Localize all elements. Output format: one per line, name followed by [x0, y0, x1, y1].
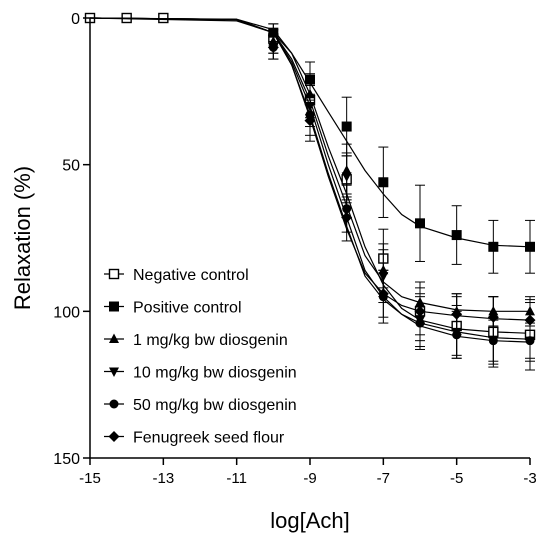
x-tick-label: -5 — [450, 470, 463, 487]
x-axis-label: log[Ach] — [270, 508, 350, 533]
series-curve — [89, 17, 531, 321]
data-point-square-open — [108, 268, 120, 280]
series-5 — [89, 17, 536, 339]
legend-label: Negative control — [133, 267, 249, 284]
y-axis-label: Relaxation (%) — [10, 166, 35, 310]
data-point-square — [525, 241, 535, 252]
x-tick-label: -3 — [523, 470, 536, 487]
legend-item: 10 mg/kg bw diosgenin — [104, 365, 297, 382]
data-point-square — [488, 241, 499, 252]
legend-label: Fenugreek seed flour — [133, 430, 285, 447]
data-point-square — [415, 218, 425, 229]
data-point-diamond — [108, 431, 120, 442]
legend-item: Negative control — [104, 267, 249, 284]
data-point-diamond — [414, 305, 426, 317]
legend-label: 1 mg/kg bw diosgenin — [133, 332, 288, 349]
y-tick-label: 0 — [71, 11, 80, 28]
y-tick-label: 50 — [62, 158, 80, 175]
legend-label: 10 mg/kg bw diosgenin — [133, 365, 297, 382]
data-point-diamond — [267, 41, 279, 53]
data-point-square-open — [158, 12, 169, 24]
plot-area — [84, 12, 536, 371]
axes: -15 -13 -11 -9 -7 -5 -3 0 50 100 150 log[Ach] Rel… — [10, 11, 537, 533]
y-tick-label: 150 — [53, 451, 80, 468]
legend-label: 50 mg/kg bw diosgenin — [133, 397, 297, 414]
data-point-diamond — [304, 115, 316, 127]
data-point-diamond — [377, 288, 389, 300]
data-point-triangle-down — [341, 172, 352, 182]
x-tick-label: -7 — [377, 470, 390, 487]
x-ticks: -15 -13 -11 -9 -7 -5 -3 — [79, 458, 537, 487]
data-point-diamond — [487, 311, 499, 323]
data-point-diamond — [341, 211, 353, 223]
data-point-triangle-up — [109, 333, 119, 343]
x-tick-label: -11 — [226, 470, 247, 487]
legend-label: Positive control — [133, 300, 242, 317]
y-tick-label: 100 — [53, 304, 80, 321]
data-point-square — [341, 121, 352, 132]
y-ticks: 0 50 100 150 — [53, 11, 90, 468]
x-tick-label: -13 — [152, 470, 174, 487]
legend-item: Fenugreek seed flour — [104, 430, 285, 447]
x-tick-label: -9 — [303, 470, 316, 487]
legend-item: 1 mg/kg bw diosgenin — [104, 332, 288, 349]
data-point-diamond — [451, 308, 463, 320]
data-point-square — [451, 230, 462, 241]
data-point-square — [378, 177, 389, 188]
x-tick-label: -15 — [79, 470, 101, 487]
series-1 — [89, 17, 535, 274]
legend-item: 50 mg/kg bw diosgenin — [104, 397, 297, 414]
data-point-circle — [488, 336, 498, 346]
data-point-diamond — [524, 314, 536, 326]
legend: Negative control Positive control 1 mg/kg … — [104, 267, 297, 447]
data-point-square — [109, 301, 119, 312]
data-point-triangle-down — [109, 367, 119, 377]
data-point-circle — [525, 336, 535, 346]
legend-item: Positive control — [104, 300, 242, 317]
data-point-circle — [109, 399, 119, 409]
